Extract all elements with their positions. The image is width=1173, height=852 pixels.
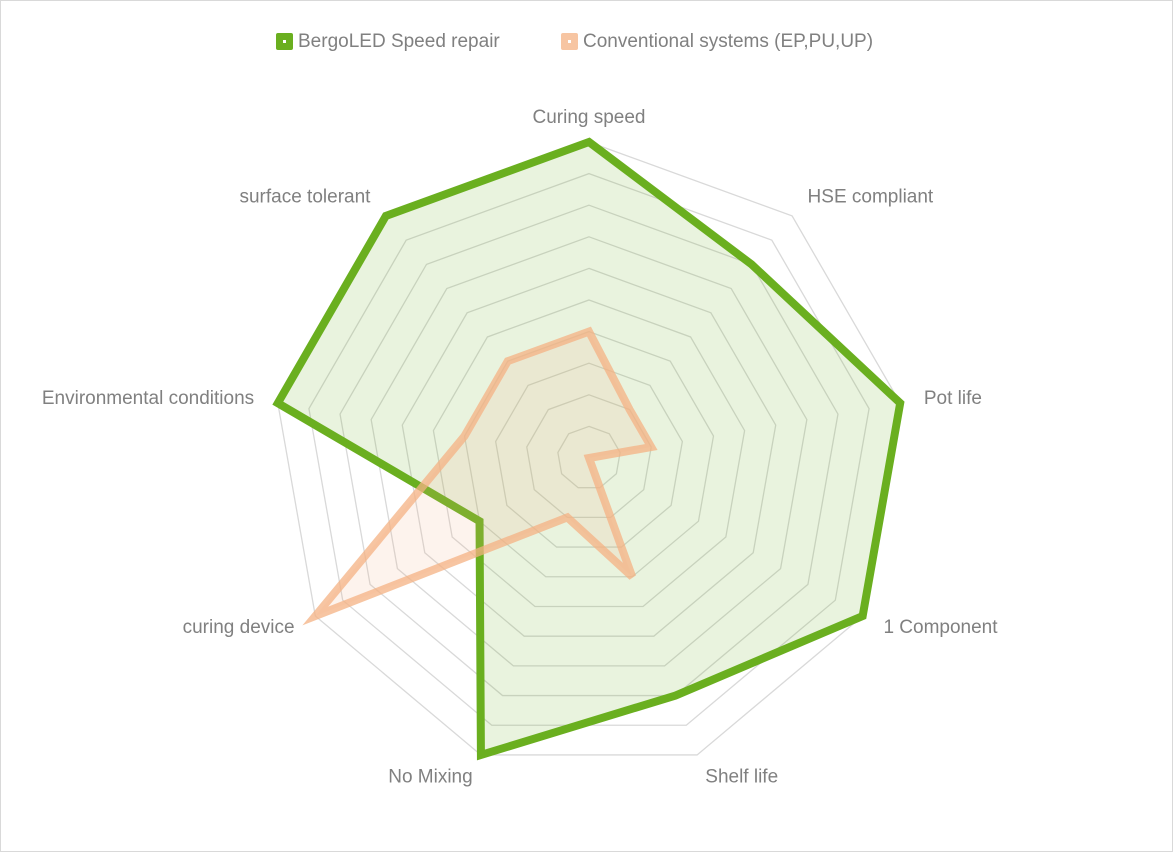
legend-marker-dot xyxy=(568,40,571,43)
grid-ring xyxy=(557,425,621,489)
series-area xyxy=(272,137,905,761)
grid-ring xyxy=(370,236,808,667)
axis-label: Environmental conditions xyxy=(42,388,254,409)
axis-label: Curing speed xyxy=(532,107,645,128)
grid-ring xyxy=(401,267,777,637)
legend-label: Conventional systems (EP,PU,UP) xyxy=(583,31,873,52)
grid-ring xyxy=(494,362,684,548)
axis-label: surface tolerant xyxy=(239,187,371,208)
axis-label: No Mixing xyxy=(388,767,472,788)
axis-label: Pot life xyxy=(924,388,982,409)
legend-marker-dot xyxy=(283,40,286,43)
grid-ring xyxy=(339,204,839,697)
axis-label: Shelf life xyxy=(705,767,778,788)
series-area xyxy=(302,326,658,626)
axis-label: 1 Component xyxy=(883,617,998,638)
axis-label: HSE compliant xyxy=(808,187,934,208)
axis-label: curing device xyxy=(183,617,295,638)
grid-ring xyxy=(432,299,746,608)
legend-label: BergoLED Speed repair xyxy=(298,31,500,52)
